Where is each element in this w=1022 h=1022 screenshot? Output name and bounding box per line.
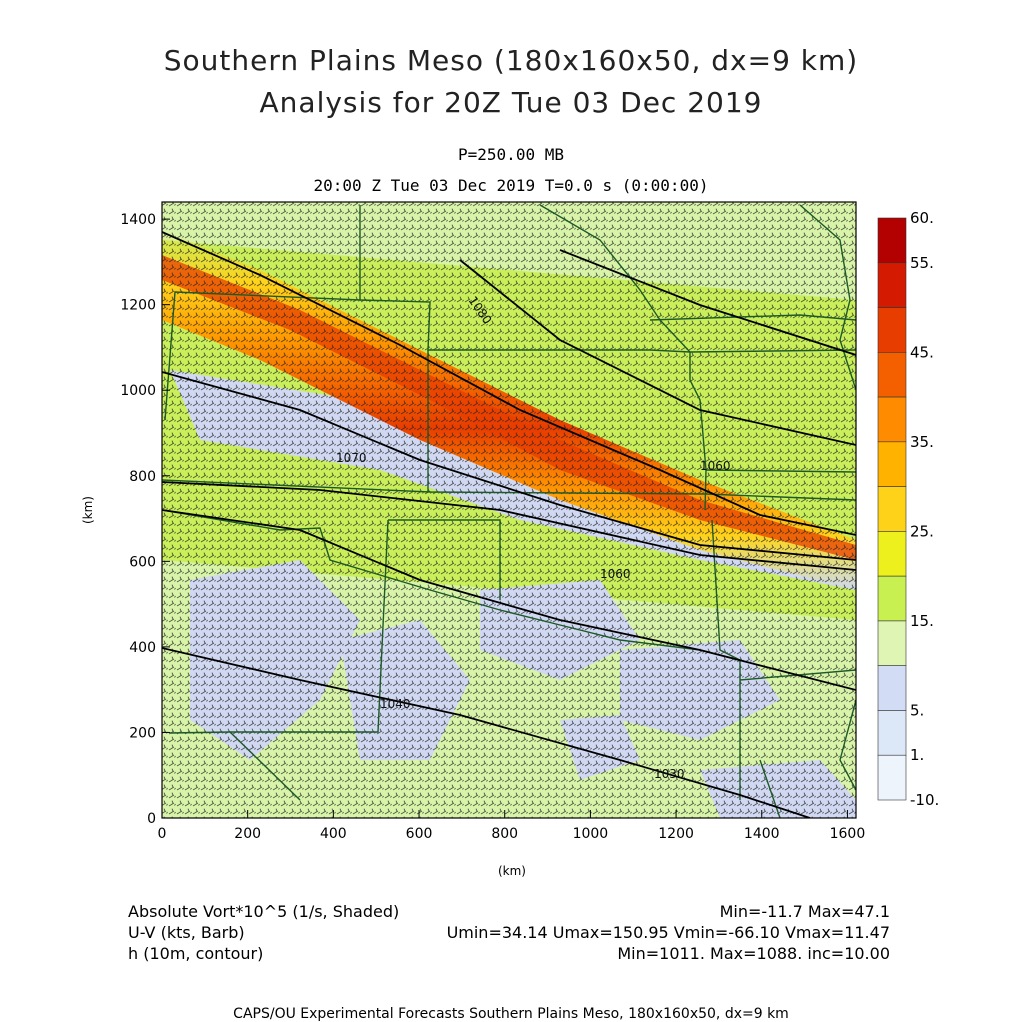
x-tick-label: 1200 (658, 826, 694, 842)
colorbar-swatch (877, 217, 907, 264)
legend-vorticity-range: Min=-11.7 Max=47.1 (719, 902, 890, 921)
y-tick-label: 1400 (120, 212, 156, 228)
y-tick-label: 600 (129, 554, 156, 570)
colorbar-label: 35. (910, 433, 934, 451)
pressure-level: P=250.00 MB (458, 145, 564, 164)
legend-vorticity: Absolute Vort*10^5 (1/s, Shaded) (128, 902, 400, 921)
colorbar: 60. 55. 45. 35. 25. 15. 5. 1. -10. (877, 209, 939, 809)
y-tick-label: 400 (129, 640, 156, 656)
colorbar-swatch (877, 754, 907, 801)
y-tick-label: 0 (147, 811, 156, 827)
legend-height-range: Min=1011. Max=1088. inc=10.00 (617, 944, 890, 963)
credit-line: CAPS/OU Experimental Forecasts Southern … (233, 1006, 789, 1022)
x-axis: 0 200 400 600 800 1000 1200 1400 1600 (158, 810, 866, 842)
x-tick-label: 0 (158, 826, 167, 842)
contour-label: 1040 (380, 697, 411, 711)
colorbar-swatch (877, 531, 907, 577)
map-title: Southern Plains Meso (180x160x50, dx=9 k… (163, 44, 859, 77)
colorbar-label: 45. (910, 343, 934, 361)
colorbar-swatch (877, 486, 907, 532)
colorbar-swatch (877, 575, 907, 622)
y-tick-label: 1200 (120, 298, 156, 314)
valid-time: 20:00 Z Tue 03 Dec 2019 T=0.0 s (0:00:00… (313, 176, 709, 195)
vorticity-shading (162, 202, 856, 818)
colorbar-label: 15. (910, 612, 934, 630)
y-axis: 0 200 400 600 800 1000 1200 1400 (120, 212, 170, 827)
x-tick-label: 400 (320, 826, 347, 842)
x-tick-label: 1400 (744, 826, 780, 842)
x-tick-label: 1000 (573, 826, 609, 842)
contour-label: 1070 (336, 451, 367, 465)
colorbar-swatch (877, 352, 907, 398)
contour-label: 1030 (654, 767, 685, 781)
colorbar-swatch (877, 396, 907, 443)
colorbar-label: 5. (910, 701, 924, 719)
colorbar-label: 25. (910, 522, 934, 540)
height-contours (162, 231, 856, 818)
legend-wind: U-V (kts, Barb) (128, 923, 245, 942)
y-axis-label: (km) (81, 496, 95, 524)
map-subtitle: Analysis for 20Z Tue 03 Dec 2019 (259, 86, 763, 119)
colorbar-swatch (877, 307, 907, 353)
x-tick-label: 800 (491, 826, 518, 842)
colorbar-swatch (877, 620, 907, 666)
x-tick-label: 600 (406, 826, 433, 842)
legend-wind-range: Umin=34.14 Umax=150.95 Vmin=-66.10 Vmax=… (446, 923, 890, 942)
x-tick-label: 1600 (830, 826, 866, 842)
plot-frame (161, 201, 857, 819)
colorbar-label: 55. (910, 254, 934, 272)
y-tick-label: 200 (129, 725, 156, 741)
colorbar-label: 60. (910, 209, 934, 227)
colorbar-swatch (877, 262, 907, 308)
y-tick-label: 800 (129, 469, 156, 485)
x-tick-label: 200 (234, 826, 261, 842)
colorbar-label: -10. (910, 791, 939, 809)
colorbar-swatch (877, 710, 907, 756)
colorbar-swatch (877, 441, 907, 487)
colorbar-label: 1. (910, 746, 924, 764)
colorbar-swatch (877, 665, 907, 711)
x-axis-label: (km) (498, 864, 526, 878)
contour-label: 1060 (700, 459, 731, 473)
contour-label: 1060 (600, 567, 631, 581)
legend-height: h (10m, contour) (128, 944, 264, 963)
y-tick-label: 1000 (120, 383, 156, 399)
